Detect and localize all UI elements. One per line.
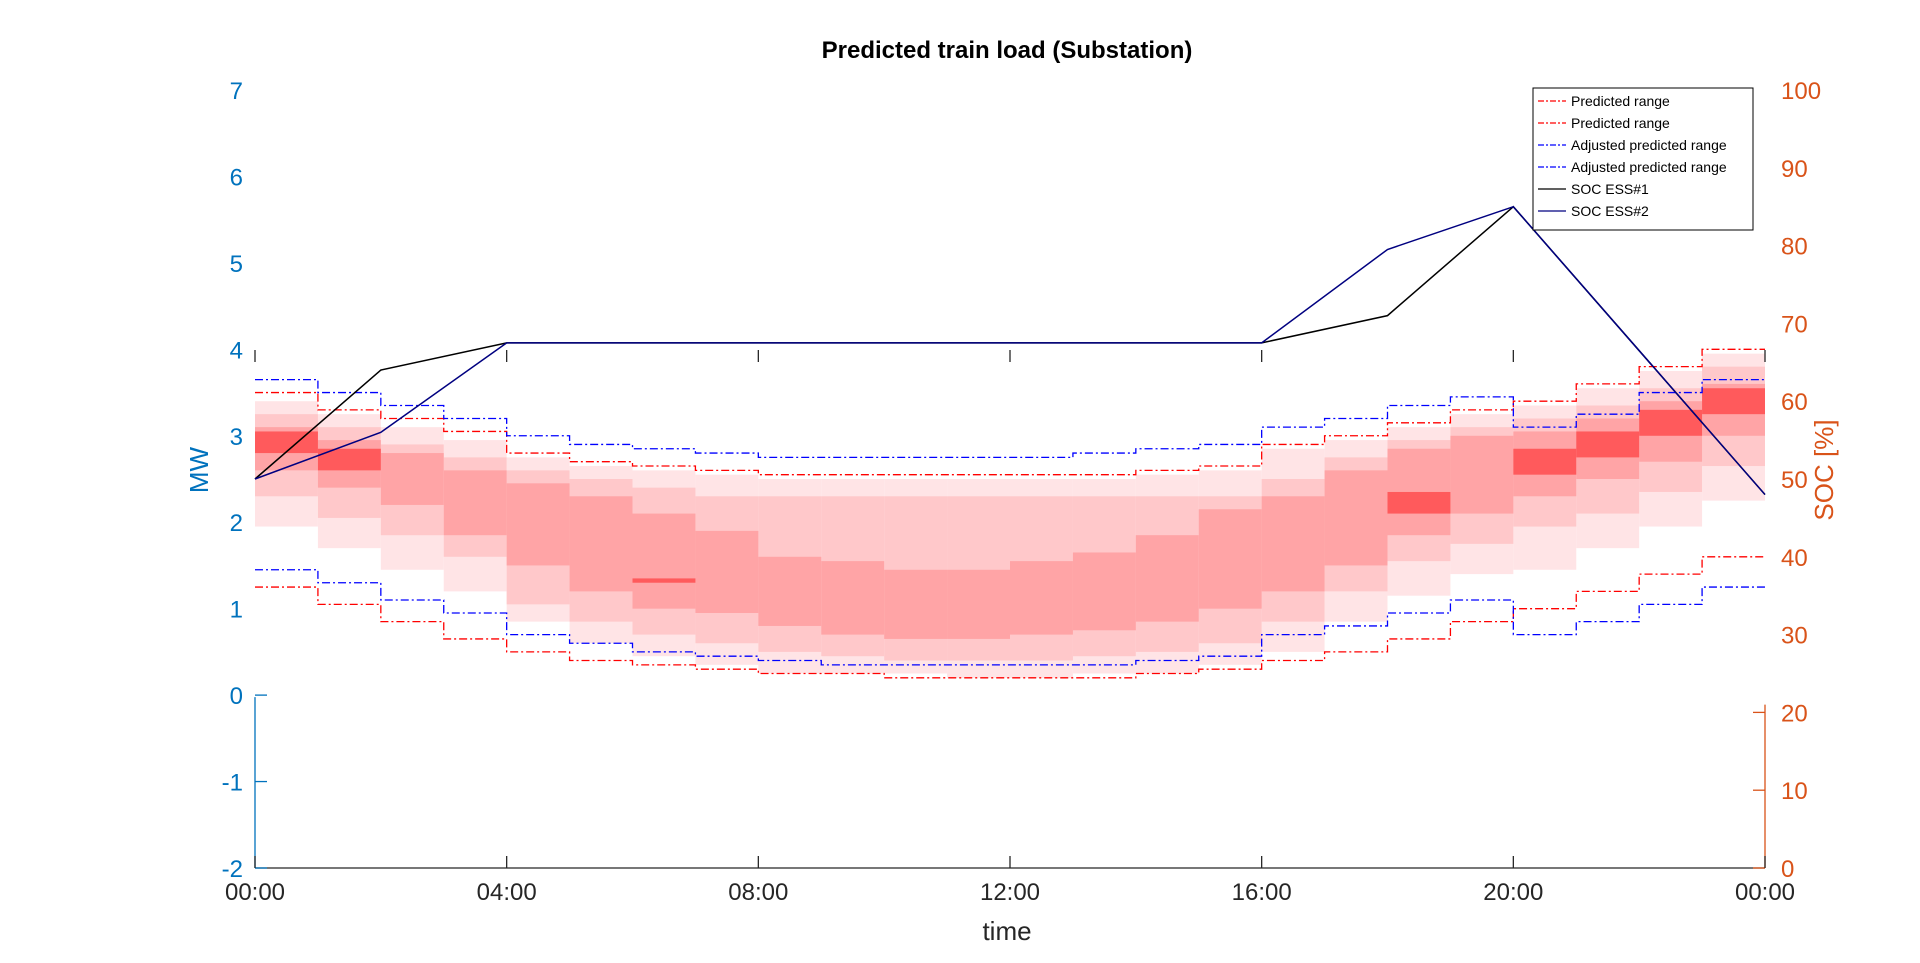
adjusted-range-upper-line xyxy=(255,378,1765,459)
shade-core-bar xyxy=(1198,509,1262,609)
shade-peak-bar xyxy=(1387,491,1451,514)
legend-label: Adjusted predicted range xyxy=(1571,137,1727,153)
x-tick-label: 00:00 xyxy=(225,879,285,906)
left-tick-label: 5 xyxy=(230,251,243,278)
right-axis-label: SOC [%] xyxy=(1809,419,1839,520)
right-tick-label: 60 xyxy=(1781,389,1808,416)
right-tick-label: 30 xyxy=(1781,623,1808,650)
soc-ess2-line xyxy=(254,205,1766,496)
right-tick-label: 80 xyxy=(1781,234,1808,261)
right-tick-label: 100 xyxy=(1781,78,1821,105)
legend: Predicted range Predicted range Adjusted p… xyxy=(1532,87,1754,231)
x-tick-label: 00:00 xyxy=(1735,879,1795,906)
shade-core-bar xyxy=(1072,552,1136,631)
shade-core-bar xyxy=(884,569,948,639)
chart-title: Predicted train load (Substation) xyxy=(822,37,1193,64)
x-tick-label: 04:00 xyxy=(477,879,537,906)
predicted-range-lower-line xyxy=(255,556,1765,679)
left-tick-label: 0 xyxy=(230,683,243,710)
shade-core-bar xyxy=(569,496,633,592)
adjusted-range-lower-line xyxy=(255,569,1765,666)
shade-peak-bar xyxy=(632,578,696,583)
left-tick-label: 6 xyxy=(230,164,243,191)
shade-core-bar xyxy=(1261,496,1325,592)
right-tick-label: 40 xyxy=(1781,545,1808,572)
shade-peak-bar xyxy=(1702,388,1765,415)
shade-core-bar xyxy=(1135,535,1199,622)
right-tick-label: 50 xyxy=(1781,467,1808,494)
legend-label: Predicted range xyxy=(1571,115,1670,131)
left-axis-label: MW xyxy=(184,446,214,493)
range-lines xyxy=(254,205,1766,679)
left-tick-label: 3 xyxy=(230,424,243,451)
shade-core-bar xyxy=(947,569,1010,639)
shade-core-bar xyxy=(1450,435,1514,514)
x-tick-label: 12:00 xyxy=(980,879,1040,906)
left-tick-label: 2 xyxy=(230,510,243,537)
shaded-prediction-bands xyxy=(255,353,1765,678)
left-tick-label: 7 xyxy=(230,78,243,105)
legend-label: Predicted range xyxy=(1571,93,1670,109)
shade-core-bar xyxy=(758,556,822,626)
left-tick-label: 1 xyxy=(230,597,243,624)
shade-core-bar xyxy=(1324,470,1388,566)
shade-core-bar xyxy=(506,483,570,566)
x-tick-label: 16:00 xyxy=(1232,879,1292,906)
x-tick-label: 20:00 xyxy=(1483,879,1543,906)
right-tick-label: 0 xyxy=(1781,856,1794,883)
predicted-range-upper-line xyxy=(255,348,1765,476)
left-tick-label: 4 xyxy=(230,337,243,364)
shade-peak-bar xyxy=(1639,409,1703,436)
right-tick-label: 90 xyxy=(1781,156,1808,183)
shade-core-bar xyxy=(695,530,759,613)
shade-peak-bar xyxy=(1513,448,1577,475)
legend-label: SOC ESS#2 xyxy=(1571,203,1649,219)
left-tick-label: -2 xyxy=(222,856,243,883)
left-tick-label: -1 xyxy=(222,770,243,797)
legend-box xyxy=(1532,87,1754,231)
shade-core-bar xyxy=(380,453,444,505)
shade-core-bar xyxy=(632,513,696,609)
shade-core-bar xyxy=(821,561,885,635)
shade-peak-bar xyxy=(317,448,381,471)
x-tick-label: 08:00 xyxy=(728,879,788,906)
shade-core-bar xyxy=(1010,561,1073,635)
legend-label: SOC ESS#1 xyxy=(1571,181,1649,197)
right-tick-label: 70 xyxy=(1781,311,1808,338)
shade-peak-bar xyxy=(255,431,318,454)
x-axis-label: time xyxy=(982,916,1031,946)
shade-peak-bar xyxy=(1576,431,1640,458)
shade-core-bar xyxy=(443,470,507,536)
right-tick-label: 10 xyxy=(1781,778,1808,805)
legend-label: Adjusted predicted range xyxy=(1571,159,1727,175)
right-tick-label: 20 xyxy=(1781,700,1808,727)
